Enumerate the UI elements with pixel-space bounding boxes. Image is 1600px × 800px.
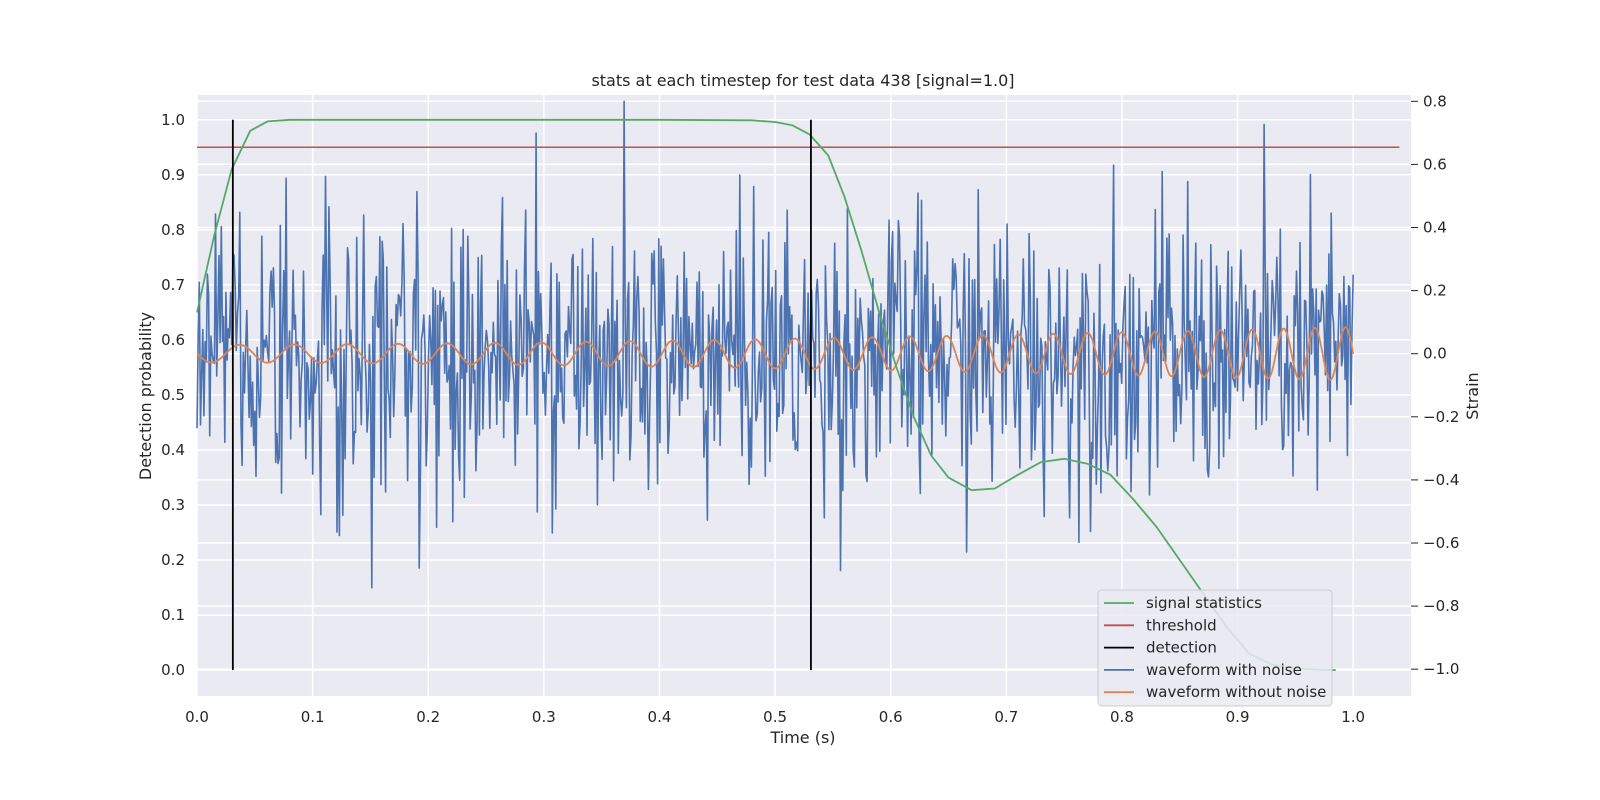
chart-title: stats at each timestep for test data 438… [591,71,1014,90]
y-axis-left: 0.0 0.1 0.2 0.3 0.4 0.5 0.6 0.7 0.8 0.9 1.0 [161,111,185,679]
y2-axis-label: Strain [1463,372,1482,419]
y2-tick-label: −0.6 [1423,534,1459,552]
y2-tick-label: 0.4 [1423,219,1447,237]
x-tick-label: 0.1 [301,708,325,726]
legend-entry-label: threshold [1146,616,1217,634]
x-tick-label: 0.8 [1110,708,1134,726]
y2-tick-label: −0.2 [1423,408,1459,426]
x-tick-label: 0.6 [879,708,903,726]
y-tick-label: 0.0 [161,661,185,679]
y2-tick-label: 0.8 [1423,92,1447,110]
y2-tick-label: −0.4 [1423,471,1459,489]
x-tick-label: 0.0 [185,708,209,726]
y-tick-label: 0.6 [161,331,185,349]
series-waveform-without-noise [196,326,1355,381]
series-signal-statistics [196,118,1336,671]
y-tick-label: 1.0 [161,111,185,129]
y-tick-label: 0.3 [161,496,185,514]
y-tick-label: 0.9 [161,166,185,184]
x-tick-label: 0.7 [994,708,1018,726]
y-tick-label: 0.1 [161,606,185,624]
series-layer [196,100,1400,671]
x-tick-label: 0.4 [648,708,672,726]
y-tick-label: 0.8 [161,221,185,239]
x-tick-label: 0.2 [416,708,440,726]
y-axis-right: −1.0 −0.8 −0.6 −0.4 −0.2 0.0 0.2 0.4 0.6 0.8 [1411,92,1459,678]
legend-entry-label: signal statistics [1146,594,1262,612]
y2-tick-label: 0.6 [1423,155,1447,173]
x-axis-label: Time (s) [769,728,835,747]
x-tick-label: 0.3 [532,708,556,726]
y-tick-label: 0.5 [161,386,185,404]
legend-entry-label: waveform with noise [1146,661,1302,679]
y2-tick-label: 0.2 [1423,282,1447,300]
y-tick-label: 0.2 [161,551,185,569]
legend-entry-label: detection [1146,639,1217,657]
x-tick-label: 0.9 [1226,708,1250,726]
legend-entry-label: waveform without noise [1146,683,1326,701]
x-tick-label: 0.5 [763,708,787,726]
x-axis: 0.0 0.1 0.2 0.3 0.4 0.5 0.6 0.7 0.8 0.9 1.0 [185,708,1365,726]
legend-box [1097,589,1333,707]
series-waveform-with-noise [196,100,1354,589]
legend: signal statistics threshold detection wavef… [1097,589,1333,707]
y-tick-label: 0.4 [161,441,185,459]
y2-tick-label: −0.8 [1423,597,1459,615]
x-tick-label: 1.0 [1341,708,1365,726]
y2-tick-label: −1.0 [1423,660,1459,678]
y-axis-label: Detection probability [136,312,155,480]
y2-tick-label: 0.0 [1423,345,1447,363]
y-tick-label: 0.7 [161,276,185,294]
